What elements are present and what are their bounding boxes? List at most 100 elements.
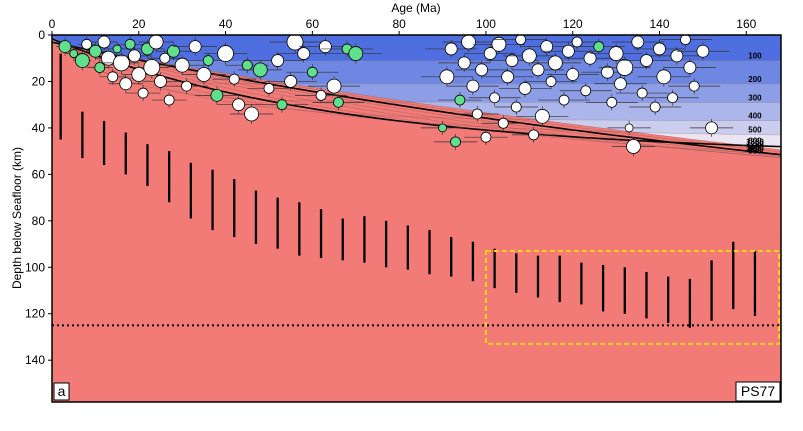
lab-depth-bars — [59, 53, 757, 328]
isotherm-line — [52, 38, 781, 148]
earthquake-point — [112, 44, 122, 54]
earthquake-point — [566, 68, 580, 81]
highlight-box — [484, 250, 780, 345]
earthquake-point — [601, 65, 614, 79]
earthquake-point — [540, 40, 554, 54]
earthquake-point — [606, 96, 618, 108]
earthquake-point — [636, 87, 648, 99]
y-tick-label: 120 — [25, 307, 45, 321]
earthquake-point — [439, 69, 455, 85]
earthquake-point — [232, 98, 245, 112]
earthquake-point — [276, 99, 288, 111]
earthquake-point — [271, 54, 285, 67]
axes: 0 20 40 60 80 100 120 140 160 0 20 40 60 80 100 120 140 — [25, 17, 757, 367]
y-tick-label: 140 — [25, 353, 45, 367]
earthquake-point — [461, 35, 476, 50]
isotherm-line — [52, 40, 781, 159]
earthquake-point — [196, 67, 212, 82]
earthquake-point — [97, 35, 111, 49]
isotherm-line — [52, 41, 781, 157]
earthquake-point — [475, 63, 488, 77]
y-tick-label: 0 — [38, 28, 45, 42]
earthquake-point — [696, 44, 710, 58]
earthquake-point — [124, 38, 136, 50]
isotherm-label: 1000 — [746, 145, 764, 154]
isotherm-label: 1100 — [746, 143, 764, 152]
earthquake-point — [241, 59, 253, 71]
isotherm-line — [52, 36, 781, 103]
earthquake-point — [137, 87, 149, 99]
earthquake-point — [88, 44, 102, 58]
earthquake-point — [228, 73, 240, 85]
panel-label-box — [53, 382, 70, 401]
earthquake-point — [143, 59, 161, 76]
earthquake-point — [466, 79, 480, 93]
earthquake-point — [119, 77, 133, 91]
earthquake-point — [545, 76, 557, 87]
earthquake-point — [113, 54, 130, 72]
earthquake-point — [561, 44, 575, 58]
earthquake-point — [297, 47, 311, 60]
x-tick-label: 20 — [132, 17, 146, 31]
earthquake-point — [583, 51, 597, 65]
y-tick-label: 60 — [32, 167, 46, 181]
isotherm-line — [52, 36, 781, 85]
earthquake-point — [680, 35, 691, 46]
earthquake-point — [306, 66, 318, 78]
earthquake-point — [505, 54, 519, 67]
isotherm-line — [52, 37, 781, 122]
earthquake-point — [450, 136, 461, 148]
x-axis-title: Age (Ma) — [391, 1, 440, 15]
y-axis-title: Depth below Seafloor (km) — [10, 147, 24, 289]
earthquake-point — [263, 83, 275, 94]
thermal-bands — [52, 35, 781, 402]
isotherm-label: 1300 — [746, 138, 764, 147]
earthquake-point — [471, 108, 483, 120]
earthquake-point — [480, 131, 492, 143]
plot-frame — [51, 34, 782, 403]
isotherm-label: 200 — [748, 75, 762, 84]
isotherm-line — [52, 39, 781, 158]
earthquake-point — [167, 44, 180, 58]
earthquake-point — [244, 106, 260, 122]
model-label: PS77 — [741, 383, 775, 399]
isotherm-label: 100 — [748, 52, 762, 61]
earthquake-point — [252, 62, 268, 78]
earthquake-point — [547, 55, 563, 71]
earthquake-point — [284, 75, 298, 88]
earthquake-point — [571, 36, 583, 48]
y-tick-label: 40 — [32, 121, 46, 135]
x-tick-label: 160 — [736, 17, 756, 31]
x-tick-label: 100 — [476, 17, 496, 31]
earthquake-point — [483, 47, 497, 60]
earthquake-point — [580, 85, 592, 97]
isotherm-label: 800 — [748, 146, 762, 155]
y-tick-label: 80 — [32, 214, 46, 228]
earthquake-point — [332, 96, 344, 108]
earthquake-point — [670, 49, 684, 63]
thermal-band — [52, 38, 781, 147]
earthquake-points — [56, 35, 734, 157]
earthquake-point — [81, 38, 93, 50]
earthquake-point — [457, 56, 471, 70]
earthquake-point — [593, 41, 605, 53]
x-tick-label: 0 — [49, 17, 56, 31]
earthquake-point — [348, 46, 364, 61]
earthquake-point — [107, 71, 119, 83]
earthquake-point — [489, 92, 501, 104]
earthquake-point — [217, 45, 234, 62]
earthquake-point — [497, 117, 509, 129]
earthquake-point — [649, 101, 661, 113]
earthquake-point — [608, 46, 624, 61]
earthquake-point — [326, 78, 342, 94]
isotherm-lines — [52, 35, 781, 159]
earthquake-point — [286, 35, 304, 51]
earthquake-point — [491, 36, 507, 52]
isotherm-label: 1200 — [746, 140, 764, 149]
earthquake-point — [188, 40, 202, 54]
earthquake-point — [521, 48, 537, 64]
isotherm-label: 900 — [748, 147, 762, 156]
earthquake-point — [74, 53, 90, 68]
